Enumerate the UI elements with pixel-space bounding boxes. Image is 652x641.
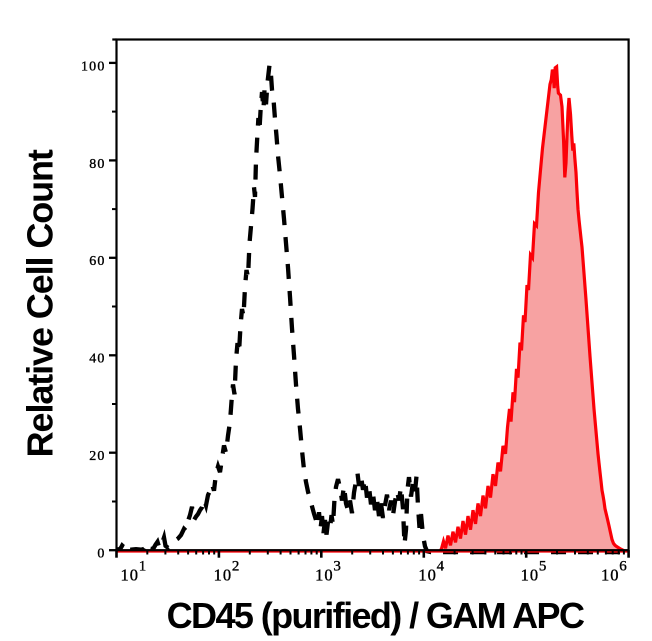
svg-text:10: 10	[521, 565, 540, 584]
svg-text:3: 3	[333, 558, 341, 574]
svg-text:5: 5	[539, 558, 547, 574]
svg-text:80: 80	[89, 157, 105, 172]
svg-text:1: 1	[139, 558, 147, 574]
svg-text:40: 40	[89, 352, 105, 367]
svg-text:4: 4	[437, 558, 445, 574]
svg-text:60: 60	[89, 254, 105, 269]
svg-text:10: 10	[601, 565, 620, 584]
svg-text:6: 6	[619, 558, 627, 574]
svg-text:2: 2	[232, 558, 240, 574]
svg-text:10: 10	[418, 565, 437, 584]
svg-text:10: 10	[214, 565, 233, 584]
svg-text:0: 0	[97, 547, 105, 562]
svg-text:20: 20	[89, 449, 105, 464]
svg-text:10: 10	[121, 565, 140, 584]
svg-text:Relative Cell Count: Relative Cell Count	[19, 149, 60, 457]
svg-text:10: 10	[315, 565, 334, 584]
svg-text:100: 100	[81, 59, 106, 74]
svg-text:CD45 (purified) / GAM APC: CD45 (purified) / GAM APC	[167, 595, 585, 636]
